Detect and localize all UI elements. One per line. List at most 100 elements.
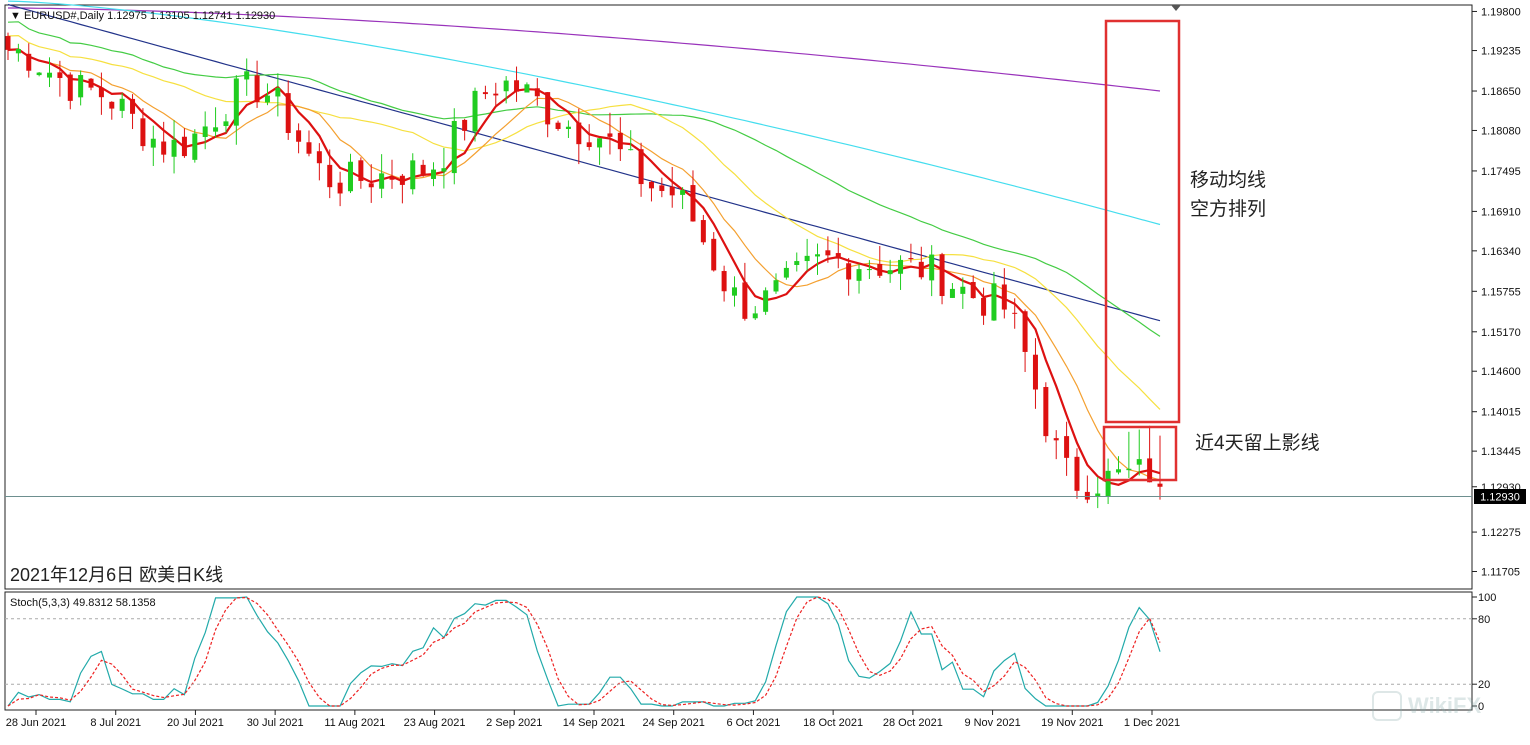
candle[interactable] — [98, 72, 104, 115]
candle[interactable] — [1032, 338, 1038, 409]
candle[interactable] — [700, 214, 706, 245]
candle[interactable] — [960, 277, 966, 309]
candle[interactable] — [981, 287, 987, 325]
candle[interactable] — [680, 187, 686, 210]
candle[interactable] — [1022, 309, 1028, 372]
candle[interactable] — [213, 107, 219, 138]
candle[interactable] — [493, 82, 499, 108]
candle[interactable] — [1147, 425, 1153, 483]
candle[interactable] — [462, 118, 468, 141]
candle[interactable] — [565, 120, 571, 138]
candle[interactable] — [898, 255, 904, 290]
candle[interactable] — [1126, 431, 1132, 479]
candle[interactable] — [47, 57, 53, 88]
candle[interactable] — [36, 72, 42, 77]
candle[interactable] — [939, 252, 945, 305]
candle[interactable] — [1001, 268, 1007, 319]
candle[interactable] — [576, 108, 582, 165]
candle[interactable] — [711, 232, 717, 272]
candle[interactable] — [1084, 475, 1090, 504]
candle[interactable] — [337, 171, 343, 207]
candle[interactable] — [742, 262, 748, 321]
candle[interactable] — [275, 73, 281, 117]
candle[interactable] — [866, 260, 872, 280]
candle[interactable] — [1074, 448, 1080, 499]
candle[interactable] — [150, 125, 156, 167]
candle[interactable] — [918, 246, 924, 280]
candle[interactable] — [659, 177, 665, 198]
candle[interactable] — [119, 93, 125, 119]
candle[interactable] — [534, 78, 540, 106]
candle[interactable] — [877, 246, 883, 279]
candle[interactable] — [545, 92, 551, 138]
candle[interactable] — [1136, 429, 1142, 476]
candle[interactable] — [296, 123, 302, 154]
candle[interactable] — [721, 265, 727, 302]
candle[interactable] — [316, 143, 322, 181]
candle[interactable] — [233, 75, 239, 145]
candle[interactable] — [285, 80, 291, 140]
candle[interactable] — [368, 164, 374, 203]
candle[interactable] — [420, 159, 426, 177]
candle[interactable] — [607, 112, 613, 155]
chart-shift-icon[interactable] — [1171, 5, 1181, 11]
candle[interactable] — [1043, 382, 1049, 443]
candle[interactable] — [669, 166, 675, 208]
candle[interactable] — [67, 72, 73, 110]
candle[interactable] — [161, 121, 167, 163]
candle[interactable] — [482, 85, 488, 100]
candle[interactable] — [970, 275, 976, 299]
candle[interactable] — [1012, 298, 1018, 329]
candle[interactable] — [202, 111, 208, 150]
candle[interactable] — [327, 149, 333, 199]
candle[interactable] — [1064, 421, 1070, 476]
candle[interactable] — [1157, 435, 1163, 500]
candle[interactable] — [617, 117, 623, 162]
candle[interactable] — [638, 142, 644, 197]
candle[interactable] — [555, 120, 561, 131]
candle[interactable] — [628, 130, 634, 151]
candle[interactable] — [254, 60, 260, 108]
candle[interactable] — [57, 60, 63, 97]
candle[interactable] — [389, 159, 395, 189]
candle[interactable] — [846, 258, 852, 296]
candle[interactable] — [514, 66, 520, 102]
candle[interactable] — [26, 43, 32, 78]
candle[interactable] — [783, 261, 789, 280]
candle[interactable] — [1115, 456, 1121, 475]
candle[interactable] — [379, 154, 385, 199]
candle[interactable] — [752, 306, 758, 320]
candle[interactable] — [5, 32, 11, 60]
candle[interactable] — [835, 237, 841, 269]
candle[interactable] — [794, 252, 800, 272]
candle[interactable] — [306, 130, 312, 157]
candle[interactable] — [524, 82, 530, 93]
candle[interactable] — [804, 238, 810, 271]
candle[interactable] — [815, 243, 821, 275]
candle[interactable] — [1095, 476, 1101, 509]
candle[interactable] — [88, 78, 94, 91]
candle[interactable] — [264, 83, 270, 106]
candle[interactable] — [991, 271, 997, 321]
candle[interactable] — [181, 128, 187, 158]
candle[interactable] — [690, 170, 696, 222]
candle[interactable] — [130, 94, 136, 130]
candle[interactable] — [929, 245, 935, 297]
candle[interactable] — [472, 87, 478, 142]
candle[interactable] — [441, 147, 447, 189]
candle[interactable] — [244, 58, 250, 96]
candle[interactable] — [856, 263, 862, 294]
candle[interactable] — [773, 273, 779, 294]
candle[interactable] — [171, 120, 177, 174]
candle[interactable] — [140, 108, 146, 151]
candle[interactable] — [410, 153, 416, 195]
candle[interactable] — [503, 76, 509, 104]
candle[interactable] — [908, 243, 914, 263]
candle[interactable] — [358, 157, 364, 189]
candle[interactable] — [648, 180, 654, 202]
candle[interactable] — [15, 43, 21, 62]
candle[interactable] — [949, 283, 955, 298]
candle[interactable] — [431, 162, 437, 187]
